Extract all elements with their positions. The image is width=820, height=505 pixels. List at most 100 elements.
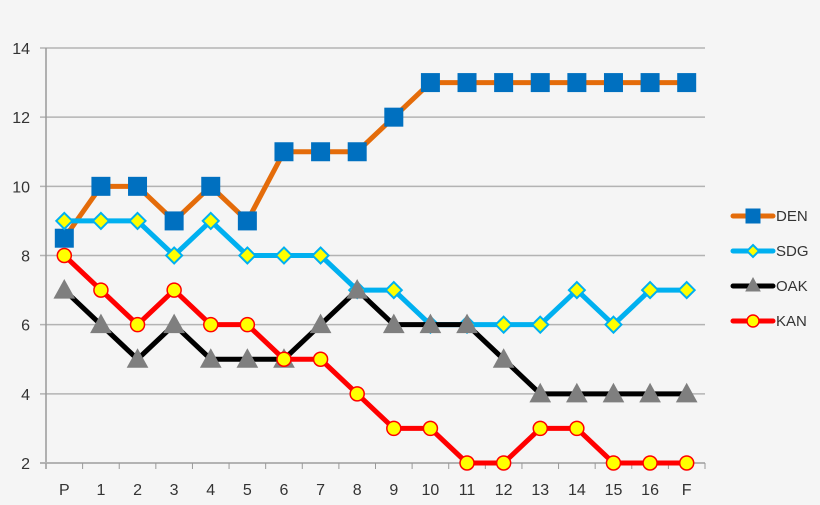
x-tick-label: P (59, 482, 70, 499)
x-tick-label: 2 (133, 482, 142, 499)
legend-label: KAN (776, 313, 807, 330)
square-marker-icon (384, 107, 404, 127)
square-marker-icon (530, 73, 550, 93)
triangle-marker-icon (309, 313, 332, 334)
x-tick-label: F (682, 482, 692, 499)
gridlines (40, 47, 705, 464)
diamond-marker-icon (604, 315, 623, 335)
circle-marker-icon (746, 314, 760, 328)
x-tick-label: 7 (316, 482, 325, 499)
x-tick-label: 1 (96, 482, 105, 499)
diamond-marker-icon (201, 211, 221, 231)
diamond-marker-icon (128, 211, 147, 231)
diamond-marker-icon (237, 246, 257, 265)
triangle-marker-icon (382, 313, 405, 334)
x-tick-label: 13 (531, 482, 549, 499)
x-tick-label: 6 (280, 482, 289, 499)
x-tick-label: 8 (353, 482, 362, 499)
legend-item-sdg: SDG (730, 243, 809, 260)
square-marker-icon (494, 73, 514, 93)
axes (40, 48, 706, 469)
square-marker-icon (54, 228, 74, 248)
triangle-marker-icon (639, 382, 661, 403)
circle-marker-icon (605, 455, 622, 471)
y-tick-label: 2 (21, 456, 30, 473)
circle-marker-icon (495, 455, 512, 471)
circle-marker-icon (569, 420, 585, 437)
series-sdg (54, 211, 697, 335)
square-marker-icon (640, 73, 660, 93)
legend: DEN SDG OAK KAN (730, 208, 809, 330)
diamond-marker-icon (567, 280, 587, 300)
x-tick-label: 14 (568, 482, 586, 499)
x-tick-label: 10 (422, 482, 440, 499)
series-line (64, 218, 687, 328)
diamond-marker-icon (494, 315, 514, 335)
legend-label: SDG (776, 243, 809, 260)
diamond-marker-icon (274, 246, 294, 265)
square-marker-icon (567, 73, 587, 93)
triangle-marker-icon (675, 382, 698, 403)
square-marker-icon (91, 176, 111, 196)
circle-marker-icon (56, 247, 73, 264)
series-oak (53, 279, 698, 403)
y-tick-label: 10 (12, 179, 30, 196)
y-tick-label: 6 (21, 318, 30, 335)
square-marker-icon (420, 73, 440, 93)
circle-marker-icon (129, 316, 146, 333)
triangle-marker-icon (419, 313, 442, 334)
circle-marker-icon (93, 282, 109, 298)
triangle-marker-icon (456, 313, 478, 334)
square-marker-icon (745, 208, 761, 224)
series-lines (53, 73, 698, 471)
x-tick-label: 4 (206, 482, 215, 499)
triangle-marker-icon (745, 276, 761, 292)
circle-marker-icon (422, 420, 439, 437)
circle-marker-icon (642, 455, 658, 471)
circle-marker-icon (166, 282, 182, 298)
diamond-marker-icon (745, 243, 761, 259)
triangle-marker-icon (566, 382, 588, 403)
y-tick-label: 8 (21, 249, 30, 266)
triangle-marker-icon (163, 313, 185, 334)
legend-label: DEN (776, 208, 808, 225)
series-kan (56, 247, 695, 471)
x-tick-label: 5 (243, 482, 252, 499)
circle-marker-icon (532, 420, 548, 437)
square-marker-icon (677, 73, 697, 93)
series-line (62, 253, 687, 466)
diamond-marker-icon (164, 246, 184, 265)
circle-marker-icon (459, 455, 475, 471)
triangle-marker-icon (199, 348, 222, 368)
diamond-marker-icon (311, 246, 330, 265)
circle-marker-icon (312, 351, 329, 367)
y-tick-label: 4 (21, 387, 30, 404)
legend-item-den: DEN (730, 208, 808, 225)
square-marker-icon (603, 73, 623, 93)
circle-marker-icon (239, 316, 256, 333)
triangle-marker-icon (346, 279, 369, 299)
x-tick-label: 9 (389, 482, 398, 499)
square-marker-icon (128, 176, 148, 196)
circle-marker-icon (678, 455, 695, 471)
x-axis-tick-labels: P 1 2 3 4 5 6 7 8 9 10 11 12 13 14 15 16 F (59, 482, 692, 499)
circle-marker-icon (276, 351, 292, 367)
diamond-marker-icon (640, 280, 660, 300)
square-marker-icon (347, 142, 367, 162)
series-line (62, 80, 687, 240)
square-marker-icon (201, 176, 221, 196)
x-tick-label: 15 (605, 482, 623, 499)
x-tick-label: 3 (170, 482, 179, 499)
square-marker-icon (237, 211, 257, 231)
legend-label: OAK (776, 278, 808, 295)
square-marker-icon (274, 142, 294, 162)
diamond-marker-icon (530, 315, 550, 335)
triangle-marker-icon (602, 382, 625, 403)
y-tick-label: 12 (12, 110, 30, 127)
triangle-marker-icon (53, 279, 76, 299)
triangle-marker-icon (529, 382, 552, 403)
series-den (54, 73, 697, 248)
square-marker-icon (311, 142, 331, 162)
triangle-marker-icon (90, 313, 112, 334)
